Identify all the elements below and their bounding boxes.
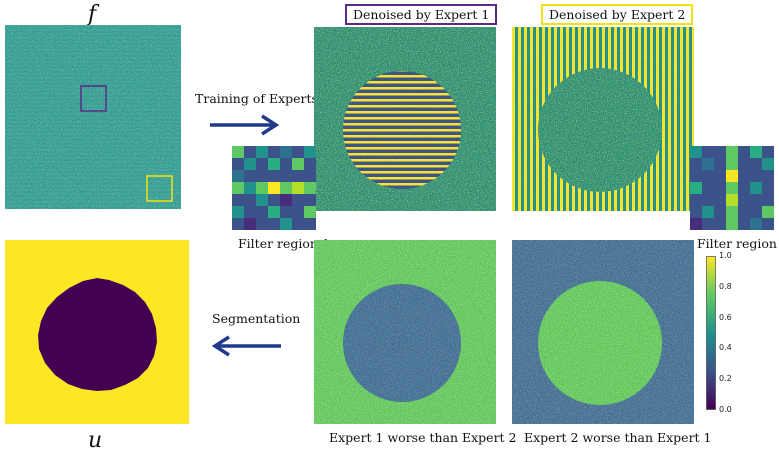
filter-region1-image [232, 146, 316, 230]
colorbar-tick-label: 0.8 [719, 281, 732, 291]
region1-marker [80, 85, 107, 112]
filter-region2-label: Filter region 2 [697, 236, 779, 251]
segmentation-label: Segmentation [212, 311, 301, 326]
expert1-worse-label: Expert 1 worse than Expert 2 [329, 430, 517, 445]
expert2-title: Denoised by Expert 2 [541, 4, 694, 25]
symbol-u: u [88, 428, 103, 453]
error-map-expert2 [512, 240, 694, 424]
colorbar-gradient [706, 256, 716, 410]
colorbar-tick-label: 0.4 [719, 343, 732, 353]
region2-marker [146, 175, 173, 202]
segmentation-image-u [5, 240, 189, 424]
denoised-expert1-image [314, 27, 496, 211]
colorbar-tick-label: 1.0 [719, 251, 732, 260]
expert2-worse-label: Expert 2 worse than Expert 1 [524, 430, 712, 445]
error-map-expert1 [314, 240, 496, 424]
training-arrow-icon [210, 114, 280, 136]
symbol-f: f [88, 2, 97, 27]
segmentation-arrow-icon [211, 335, 281, 357]
denoised-expert2-image [512, 27, 694, 211]
colorbar-tick-label: 0.2 [719, 374, 732, 384]
expert1-title: Denoised by Expert 1 [345, 4, 498, 25]
colorbar-tick-label: 0.0 [719, 405, 732, 414]
training-label: Training of Experts [195, 91, 318, 106]
input-image-f [5, 25, 181, 209]
colorbar [706, 256, 716, 414]
filter-region2-image [690, 146, 774, 230]
filter-region1-label: Filter region 1 [238, 236, 330, 251]
colorbar-tick-label: 0.6 [719, 312, 732, 322]
